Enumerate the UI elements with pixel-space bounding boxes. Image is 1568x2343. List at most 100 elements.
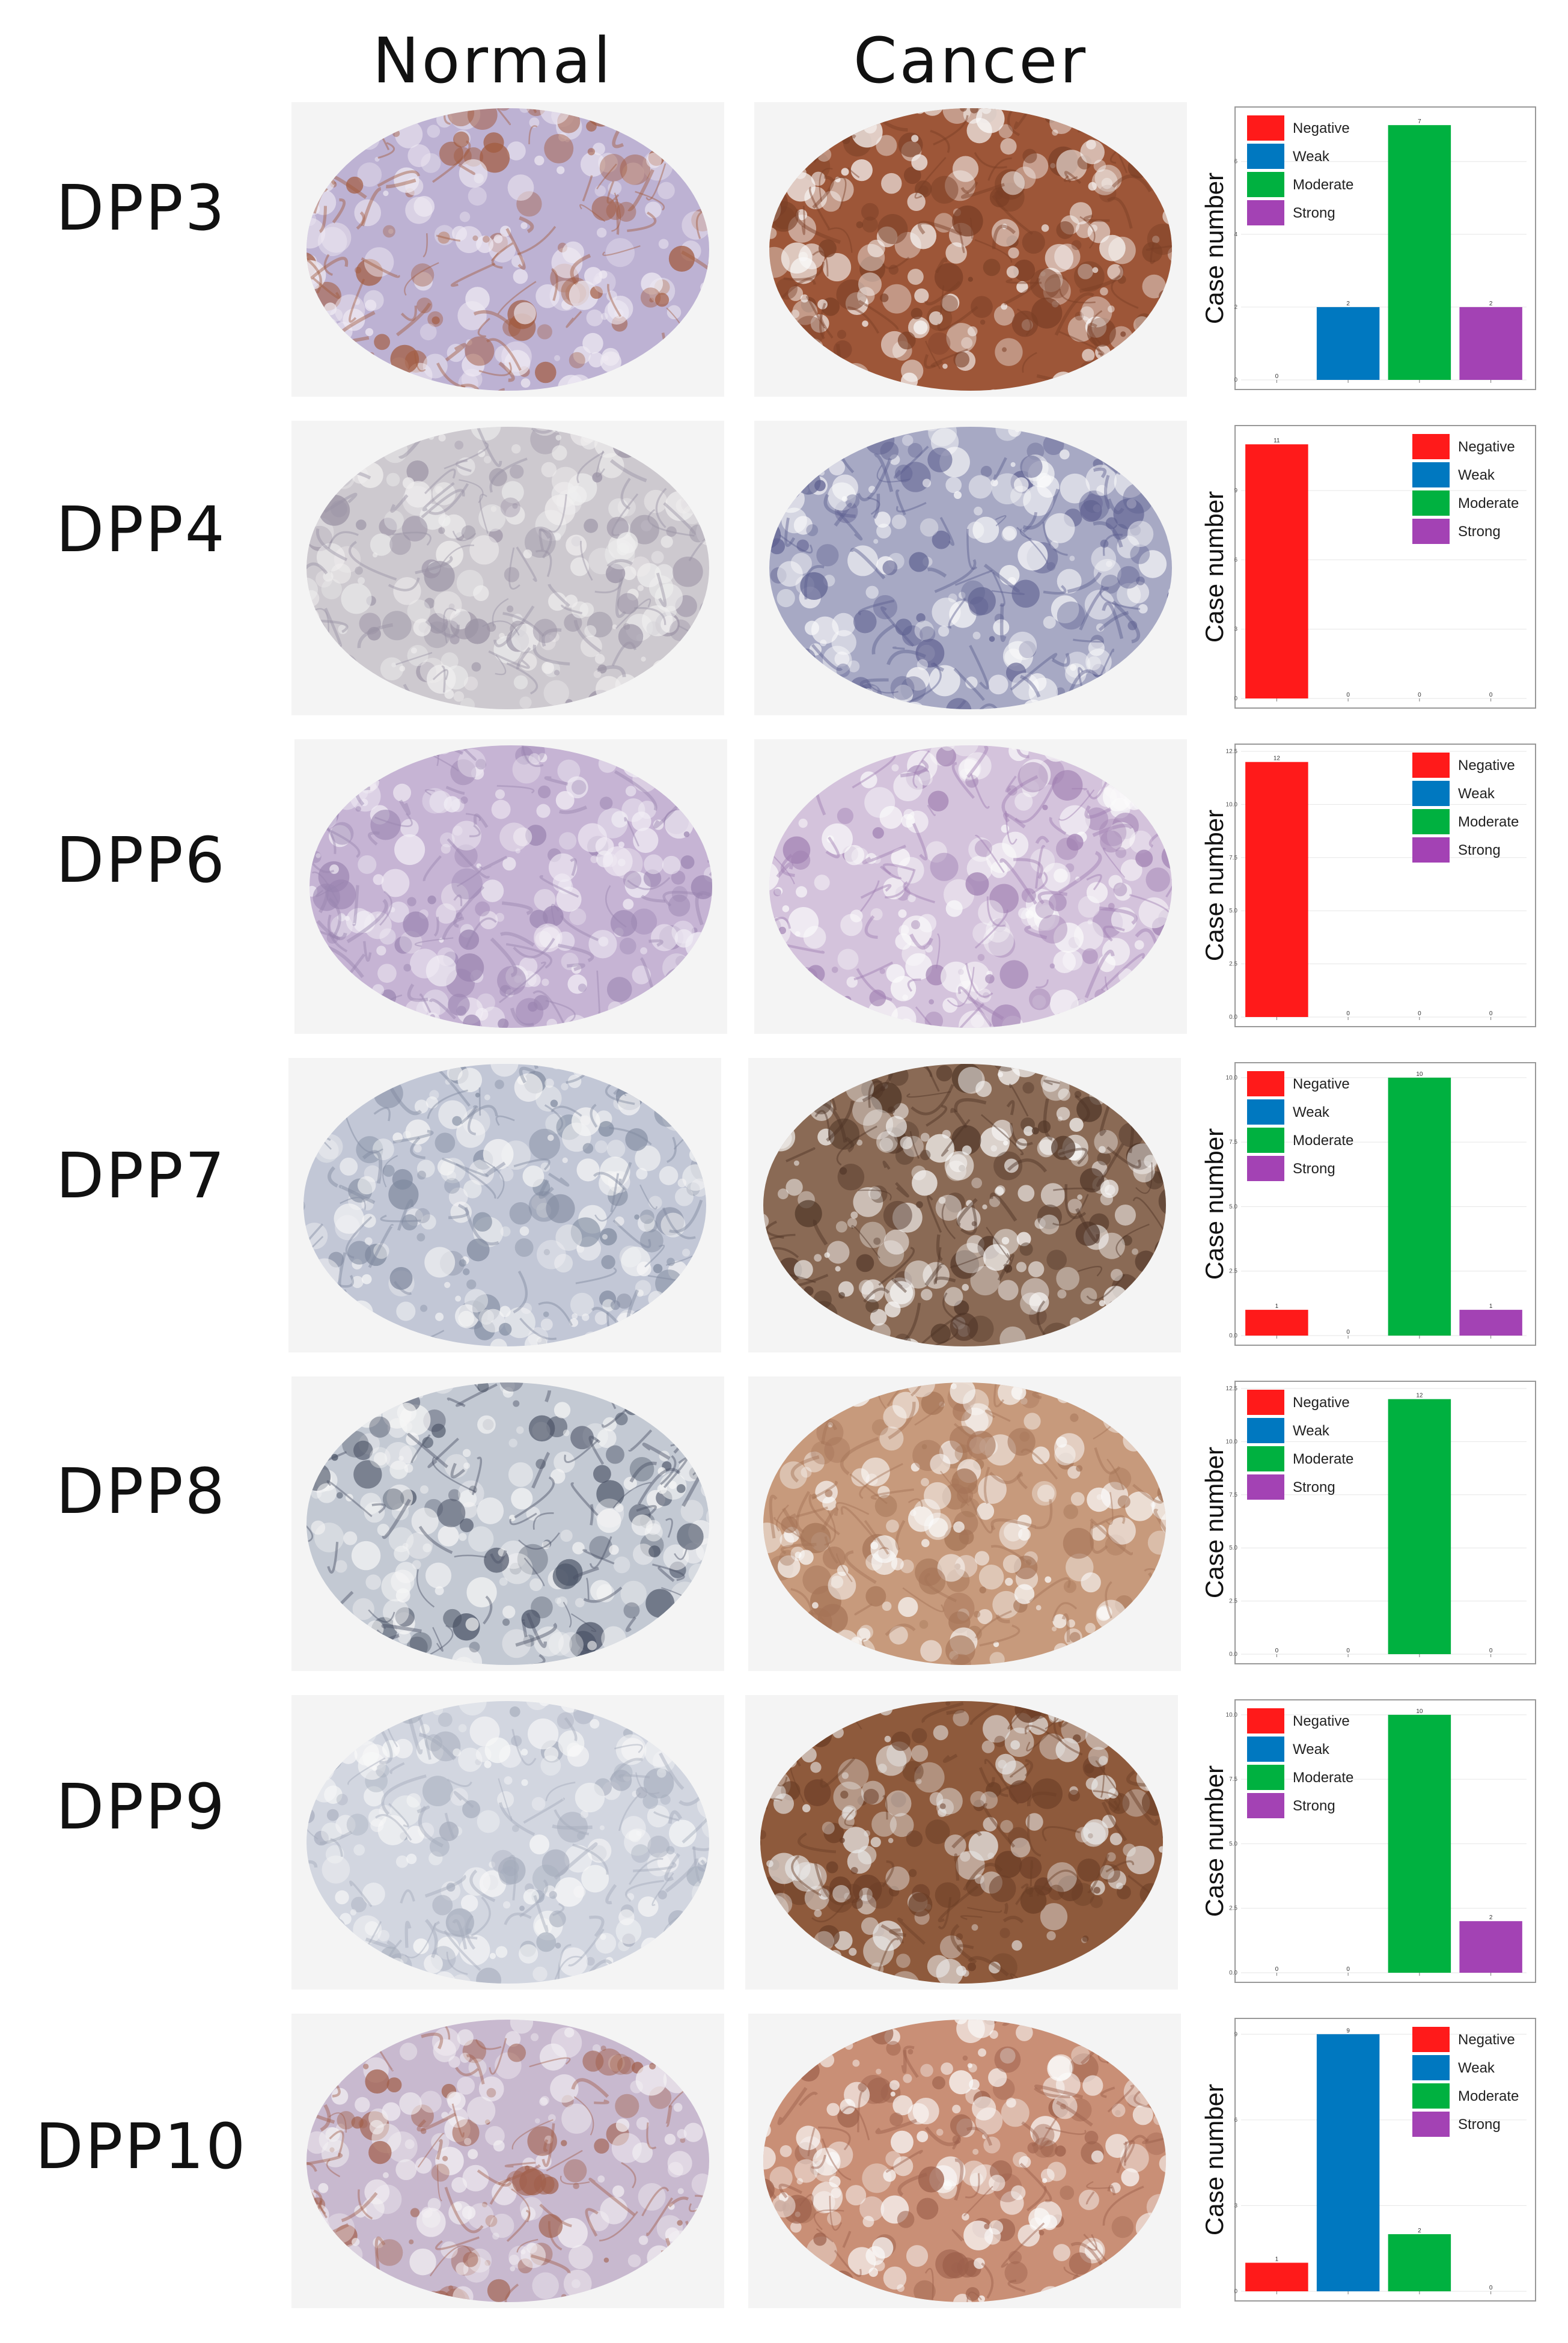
- plot-frame: [1234, 1062, 1536, 1346]
- normal-tissue-image-dpp8: [291, 1376, 724, 1671]
- bar-strong: [1459, 1310, 1522, 1336]
- cancer-tissue-image-dpp4: [754, 421, 1187, 715]
- legend-swatch-weak: [1247, 144, 1284, 169]
- legend-swatch-strong: [1247, 1156, 1284, 1181]
- legend-swatch-moderate: [1412, 2083, 1450, 2109]
- y-tick-label: 10.0: [1226, 1712, 1238, 1718]
- data-label: 2: [1418, 2228, 1421, 2234]
- data-label: 7: [1418, 118, 1421, 125]
- legend-swatch-moderate: [1247, 1765, 1284, 1790]
- legend-label: Strong: [1293, 1161, 1335, 1177]
- bar-moderate: [1388, 1399, 1451, 1654]
- legend-swatch-negative: [1412, 753, 1450, 778]
- legend-swatch-negative: [1412, 2027, 1450, 2052]
- data-label: 0: [1489, 1010, 1493, 1017]
- normal-tissue-image-dpp4: [291, 421, 724, 715]
- gene-label-dpp4: DPP4: [56, 493, 227, 566]
- y-axis-label: Case number: [1200, 1447, 1228, 1598]
- row-dpp8: DPP8 0.0 2.5 5.0 7.5 10.0 12.5 Case number 0 0 12 0…: [0, 1376, 1568, 1677]
- data-label: 0: [1489, 2285, 1493, 2291]
- gene-label-dpp9: DPP9: [56, 1770, 227, 1844]
- bar-strong: [1459, 307, 1522, 380]
- legend-swatch-strong: [1247, 200, 1284, 225]
- legend-label: Moderate: [1458, 2088, 1519, 2104]
- cancer-tissue-image-dpp3: [754, 102, 1187, 397]
- data-label: 0: [1346, 1329, 1350, 1336]
- legend: Negative Weak Moderate Strong: [1247, 115, 1353, 225]
- tissue-core: [307, 1701, 709, 1984]
- legend-swatch-moderate: [1247, 1128, 1284, 1153]
- y-tick-label: 12.5: [1226, 1385, 1238, 1392]
- data-label: 10: [1416, 1071, 1423, 1078]
- legend-swatch-strong: [1412, 519, 1450, 544]
- row-dpp3: DPP3 0 2 4 6 Case number 0 2 7 2 Negative Weak Moder…: [0, 102, 1568, 403]
- legend-swatch-moderate: [1412, 490, 1450, 516]
- y-axis-label: Case number: [1200, 1765, 1228, 1917]
- gene-label-dpp3: DPP3: [56, 171, 227, 245]
- y-tick-label: 2: [1234, 304, 1237, 311]
- legend-label: Strong: [1458, 524, 1501, 540]
- cancer-tissue-image-dpp9: [745, 1695, 1178, 1990]
- y-axis-label: Case number: [1200, 810, 1228, 961]
- cancer-tissue-image-dpp7: [748, 1058, 1181, 1352]
- data-label: 0: [1418, 1010, 1421, 1017]
- legend-swatch-strong: [1247, 1474, 1284, 1500]
- bar-negative: [1245, 2262, 1308, 2291]
- legend-label: Strong: [1458, 842, 1501, 858]
- data-label: 0: [1346, 1648, 1350, 1654]
- y-tick-label: 6: [1234, 557, 1237, 563]
- legend: Negative Weak Moderate Strong: [1412, 434, 1519, 544]
- bar-moderate: [1388, 2234, 1451, 2291]
- row-dpp4: DPP4 0 3 6 9 Case number 11 0 0 0 Negative Weak Mode…: [0, 421, 1568, 721]
- data-label: 0: [1346, 1966, 1350, 1973]
- legend-swatch-strong: [1247, 1793, 1284, 1818]
- bar-weak: [1316, 307, 1380, 380]
- y-tick-label: 0: [1234, 695, 1237, 702]
- normal-tissue-image-dpp6: [294, 739, 727, 1034]
- y-axis-label: Case number: [1200, 2084, 1228, 2235]
- bar-chart-dpp7: 0.0 2.5 5.0 7.5 10.0 Case number 1 0 10 1 Negative…: [1187, 1058, 1548, 1352]
- legend-label: Moderate: [1458, 814, 1519, 830]
- y-tick-label: 0: [1234, 377, 1237, 383]
- y-tick-label: 9: [1234, 487, 1237, 494]
- legend: Negative Weak Moderate Strong: [1412, 753, 1519, 863]
- legend-swatch-strong: [1412, 837, 1450, 863]
- y-tick-label: 3: [1234, 626, 1237, 633]
- legend-label: Weak: [1458, 786, 1495, 802]
- legend-swatch-weak: [1247, 1737, 1284, 1762]
- legend-swatch-weak: [1247, 1099, 1284, 1125]
- normal-tissue-image-dpp7: [288, 1058, 721, 1352]
- data-label: 1: [1489, 1303, 1493, 1310]
- legend-swatch-negative: [1247, 1390, 1284, 1415]
- normal-tissue-image-dpp9: [291, 1695, 724, 1990]
- legend-swatch-negative: [1247, 115, 1284, 141]
- y-tick-label: 5.0: [1229, 1840, 1237, 1847]
- legend-label: Strong: [1293, 1798, 1335, 1814]
- data-label: 9: [1346, 2027, 1350, 2034]
- y-tick-label: 6: [1234, 2117, 1237, 2124]
- legend-label: Moderate: [1293, 177, 1353, 193]
- plot-frame: [1234, 2018, 1536, 2302]
- bar-strong: [1459, 1921, 1522, 1973]
- y-tick-label: 0.0: [1229, 1970, 1237, 1976]
- legend-label: Moderate: [1293, 1451, 1353, 1467]
- legend-label: Strong: [1293, 1479, 1335, 1495]
- data-label: 10: [1416, 1708, 1423, 1715]
- y-tick-label: 7.5: [1229, 855, 1237, 861]
- y-tick-label: 0.0: [1229, 1014, 1237, 1021]
- data-label: 0: [1275, 373, 1279, 380]
- tissue-core: [307, 2020, 709, 2302]
- gene-label-dpp8: DPP8: [56, 1455, 227, 1528]
- bar-moderate: [1388, 1077, 1451, 1336]
- data-label: 2: [1346, 301, 1350, 307]
- legend-label: Weak: [1293, 1423, 1330, 1439]
- cancer-tissue-image-dpp6: [754, 739, 1187, 1034]
- bar-chart-dpp4: 0 3 6 9 Case number 11 0 0 0 Negative Weak Moderate…: [1187, 421, 1548, 715]
- y-tick-label: 0.0: [1229, 1651, 1237, 1658]
- y-tick-label: 5.0: [1229, 1545, 1237, 1551]
- legend-label: Negative: [1293, 1713, 1350, 1729]
- legend-swatch-moderate: [1247, 172, 1284, 197]
- data-label: 1: [1275, 1303, 1279, 1310]
- legend-label: Negative: [1293, 120, 1350, 136]
- legend-swatch-negative: [1247, 1708, 1284, 1734]
